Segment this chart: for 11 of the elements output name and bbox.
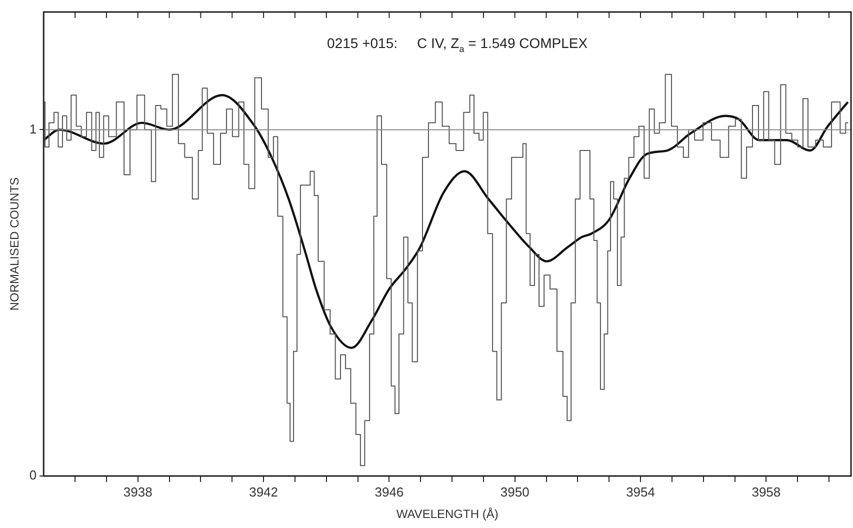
y-axis-title: NORMALISED COUNTS (8, 177, 22, 311)
x-tick-label: 3958 (752, 484, 781, 500)
x-tick-label: 3950 (500, 484, 530, 500)
x-tick-label: 3946 (374, 484, 404, 500)
x-axis-title: WAVELENGTH (Å) (396, 507, 498, 522)
x-tick-label: 3938 (123, 484, 152, 500)
y-tick-label: 0 (29, 468, 37, 483)
x-tick-label: 3942 (249, 484, 278, 500)
x-tick-label: 3954 (626, 484, 655, 500)
line-series (44, 94, 849, 349)
y-tick-label: 1 (29, 121, 37, 136)
